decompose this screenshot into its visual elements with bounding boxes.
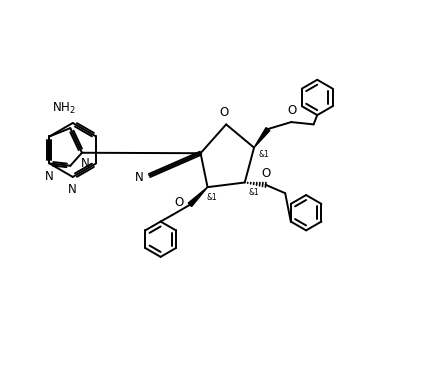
Text: O: O [219,106,229,119]
Text: N: N [135,171,144,184]
Text: &1: &1 [206,193,218,202]
Text: &1: &1 [259,150,269,159]
Polygon shape [188,187,208,207]
Text: &1: &1 [249,188,259,197]
Text: N: N [81,157,89,170]
Text: NH$_2$: NH$_2$ [52,101,76,116]
Text: O: O [261,167,271,180]
Text: O: O [175,196,184,209]
Polygon shape [254,128,270,147]
Text: N: N [45,170,54,183]
Text: O: O [287,104,296,118]
Text: N: N [68,184,77,196]
